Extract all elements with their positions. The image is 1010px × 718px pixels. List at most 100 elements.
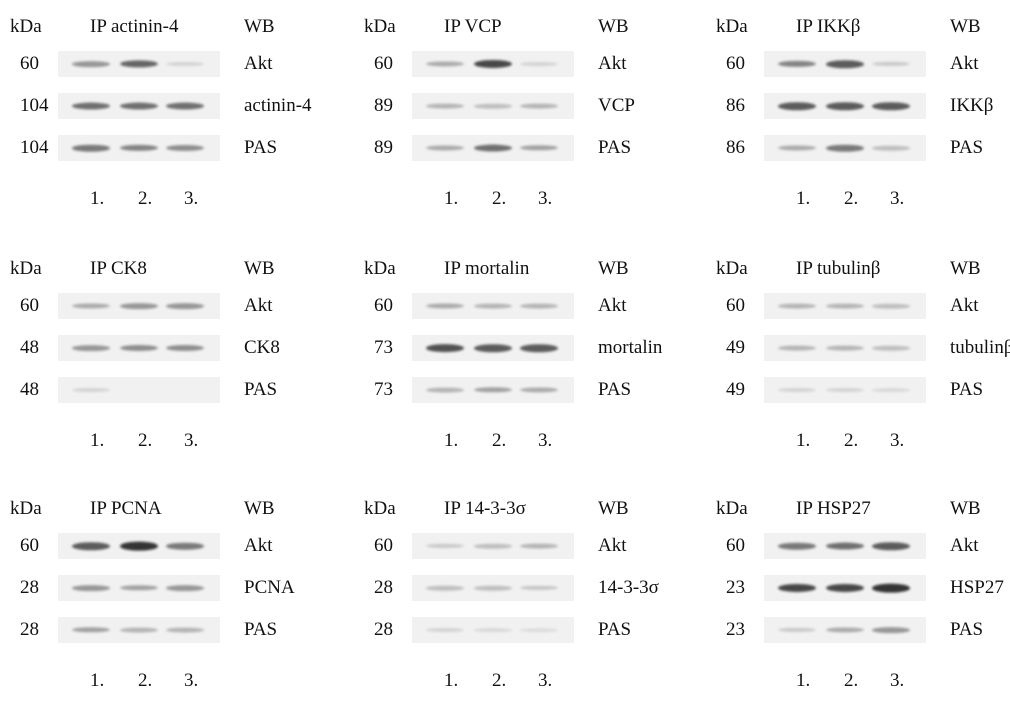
blot-band: [520, 303, 558, 309]
lane-label: 2.: [138, 430, 153, 451]
lane-label: 1.: [444, 670, 459, 691]
blot-band: [426, 585, 464, 591]
ip-title: IP mortalin: [444, 258, 530, 279]
blot-panel: kDa IP 14-3-3σ WB 60 Akt 28 14-3-3σ 28 PAS 1. 2. 3.: [362, 488, 692, 718]
lane-label: 3.: [538, 188, 553, 209]
blot-band: [166, 102, 204, 110]
blot-strip: [58, 93, 220, 119]
antibody-label: PAS: [950, 619, 984, 640]
wb-label: WB: [950, 16, 981, 37]
blot-band: [872, 303, 910, 309]
antibody-label: Akt: [598, 535, 627, 556]
ip-title: IP HSP27: [796, 498, 871, 519]
blot-band: [872, 145, 910, 151]
blot-band: [520, 628, 558, 632]
wb-label: WB: [950, 498, 981, 519]
blot-band: [872, 61, 910, 67]
blot-strip: [764, 293, 926, 319]
blot-band: [120, 102, 158, 110]
blot-band: [426, 61, 464, 67]
blot-strip: [58, 575, 220, 601]
blot-band: [778, 583, 816, 593]
lane-label: 1.: [90, 430, 105, 451]
blot-band: [72, 144, 110, 152]
blot-strip: [58, 51, 220, 77]
kda-label: kDa: [10, 498, 42, 519]
lane-label: 1.: [796, 188, 811, 209]
blot-band: [426, 543, 464, 549]
kda-label: kDa: [716, 16, 748, 37]
blot-band: [426, 103, 464, 109]
ip-title: IP IKKβ: [796, 16, 861, 37]
blot-band: [166, 62, 204, 66]
blot-panel: kDa IP VCP WB 60 Akt 89 VCP 89 PAS 1. 2. 3.: [362, 6, 692, 236]
blot-band: [72, 345, 110, 351]
blot-band: [778, 60, 816, 68]
blot-band: [778, 542, 816, 550]
blot-band: [520, 387, 558, 393]
blot-strip: [412, 377, 574, 403]
molecular-weight-label: 104: [20, 95, 49, 116]
molecular-weight-label: 23: [726, 619, 745, 640]
molecular-weight-label: 60: [726, 295, 745, 316]
wb-label: WB: [244, 258, 275, 279]
wb-label: WB: [598, 498, 629, 519]
blot-strip: [58, 533, 220, 559]
antibody-label: PAS: [598, 137, 632, 158]
blot-strip: [764, 533, 926, 559]
molecular-weight-label: 104: [20, 137, 49, 158]
lane-label: 1.: [796, 430, 811, 451]
blot-strip: [412, 335, 574, 361]
molecular-weight-label: 28: [20, 577, 39, 598]
ip-title: IP CK8: [90, 258, 147, 279]
molecular-weight-label: 73: [374, 379, 393, 400]
blot-strip: [412, 293, 574, 319]
blot-panel: kDa IP tubulinβ WB 60 Akt 49 tubulinβ 49 PAS 1. 2.…: [714, 248, 1010, 478]
blot-panel: kDa IP HSP27 WB 60 Akt 23 HSP27 23 PAS 1. 2. 3.: [714, 488, 1010, 718]
lane-label: 2.: [492, 670, 507, 691]
antibody-label: Akt: [244, 53, 273, 74]
blot-band: [520, 103, 558, 109]
molecular-weight-label: 60: [374, 295, 393, 316]
blot-strip: [764, 51, 926, 77]
molecular-weight-label: 49: [726, 379, 745, 400]
kda-label: kDa: [716, 258, 748, 279]
antibody-label: PAS: [950, 379, 984, 400]
antibody-label: tubulinβ: [950, 337, 1010, 358]
molecular-weight-label: 60: [374, 53, 393, 74]
antibody-label: IKKβ: [950, 95, 994, 116]
blot-band: [778, 102, 816, 110]
ip-title: IP tubulinβ: [796, 258, 881, 279]
lane-label: 1.: [796, 670, 811, 691]
blot-band: [426, 344, 464, 352]
blot-band: [474, 543, 512, 549]
blot-band: [872, 627, 910, 633]
antibody-label: PAS: [244, 137, 278, 158]
ip-title: IP PCNA: [90, 498, 162, 519]
antibody-label: mortalin: [598, 337, 663, 358]
kda-label: kDa: [716, 498, 748, 519]
lane-label: 3.: [890, 670, 905, 691]
blot-panel: kDa IP actinin-4 WB 60 Akt 104 actinin-4 104 PAS…: [8, 6, 338, 236]
molecular-weight-label: 48: [20, 379, 39, 400]
blot-band: [778, 345, 816, 351]
blot-panel: kDa IP mortalin WB 60 Akt 73 mortalin 73 PAS 1. 2.…: [362, 248, 692, 478]
antibody-label: Akt: [950, 295, 979, 316]
blot-band: [826, 583, 864, 593]
blot-band: [426, 145, 464, 151]
molecular-weight-label: 73: [374, 337, 393, 358]
blot-band: [72, 585, 110, 591]
blot-band: [166, 345, 204, 351]
blot-band: [426, 387, 464, 393]
molecular-weight-label: 28: [374, 577, 393, 598]
blot-band: [474, 387, 512, 393]
antibody-label: PAS: [950, 137, 984, 158]
blot-band: [474, 303, 512, 309]
blot-strip: [58, 335, 220, 361]
antibody-label: Akt: [950, 535, 979, 556]
lane-label: 3.: [538, 430, 553, 451]
blot-band: [120, 60, 158, 68]
blot-band: [474, 59, 512, 69]
lane-label: 1.: [90, 670, 105, 691]
lane-label: 3.: [184, 188, 199, 209]
